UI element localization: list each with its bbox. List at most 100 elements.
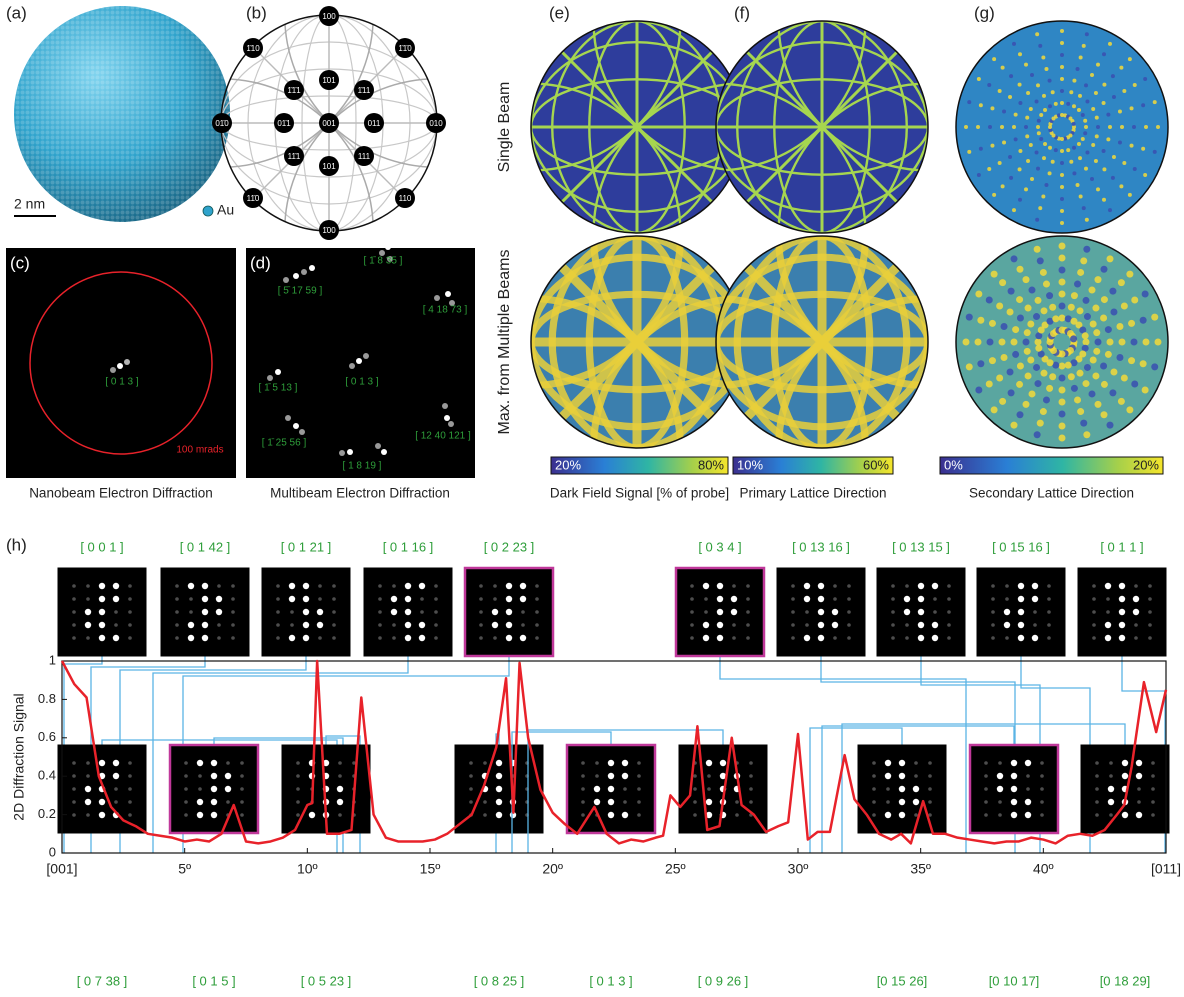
spot <box>1082 380 1090 388</box>
spot <box>1083 118 1088 123</box>
thumbnail-spot <box>1148 610 1152 614</box>
zone-label: [0 10 17] <box>989 973 1040 988</box>
spot <box>967 149 972 154</box>
thumbnail-spot <box>891 610 895 614</box>
spot <box>1096 187 1100 192</box>
spot <box>1080 257 1088 265</box>
spot <box>1117 397 1125 405</box>
spot <box>1058 386 1066 394</box>
thumbnail-spot <box>338 774 342 778</box>
map-outline <box>955 20 1169 234</box>
spot <box>1052 315 1060 323</box>
band <box>770 236 874 448</box>
thumbnail-spot <box>420 610 424 614</box>
thumbnail-spot <box>84 621 92 629</box>
thumbnail-spot <box>112 634 120 642</box>
spot <box>1024 125 1028 129</box>
band <box>736 21 909 233</box>
diffraction-spot <box>375 443 381 449</box>
thumbnail-spot <box>483 800 487 804</box>
thumbnail-spot <box>226 761 230 765</box>
thumbnail-spot <box>1040 761 1044 765</box>
spot <box>996 374 1004 382</box>
spot <box>1046 317 1054 325</box>
thumbnail-spot <box>746 636 750 640</box>
thumbnail-spot <box>1040 787 1044 791</box>
zone-label: [ 1 8 19 ] <box>343 461 382 472</box>
y-tick-label: 0.2 <box>38 806 56 821</box>
spot <box>1012 326 1020 334</box>
thumbnail-spot <box>872 787 876 791</box>
spot <box>1012 125 1016 129</box>
spot <box>1083 245 1091 253</box>
spot <box>1037 326 1045 334</box>
pole-marker <box>364 113 384 133</box>
spot <box>1058 434 1066 442</box>
thumbnail-spot <box>833 636 837 640</box>
thumbnail-spot <box>404 595 412 603</box>
thumbnail-spot <box>98 621 106 629</box>
thumbnail-spot <box>302 621 310 629</box>
thumbnail-spot <box>1010 798 1018 806</box>
spot <box>1023 347 1031 355</box>
band <box>531 253 743 431</box>
spot <box>1058 278 1066 286</box>
thumbnail-spot <box>505 595 513 603</box>
spot <box>1122 89 1127 93</box>
spot <box>1058 302 1066 310</box>
thumbnail-spot <box>390 608 398 616</box>
spot <box>1079 350 1087 358</box>
spot <box>998 338 1006 346</box>
spot <box>1070 384 1078 392</box>
thumbnail-spot <box>803 582 811 590</box>
spot <box>1060 137 1064 141</box>
thumbnail-spot <box>1095 787 1099 791</box>
spot <box>1104 326 1112 334</box>
diffraction-image <box>6 248 236 478</box>
spot <box>1082 338 1090 346</box>
thumbnail-spot <box>1151 774 1155 778</box>
thumbnail-spot <box>72 800 76 804</box>
thumbnail-spot <box>196 798 204 806</box>
spot <box>1128 357 1136 365</box>
thumbnail-spot <box>404 634 412 642</box>
spot <box>1058 422 1066 430</box>
colorbar <box>550 456 729 475</box>
thumbnail-spot <box>519 634 527 642</box>
thumbnail-spot <box>719 772 727 780</box>
band <box>531 290 743 394</box>
spot <box>1118 338 1126 346</box>
spot <box>1052 361 1060 369</box>
thumbnail-spot <box>621 772 629 780</box>
spot <box>1085 99 1090 104</box>
spot <box>1036 125 1040 129</box>
thumbnail-spot <box>175 610 179 614</box>
spot <box>1106 421 1114 429</box>
panel-label: (d) <box>250 253 271 272</box>
spot <box>1048 104 1052 109</box>
spot <box>1132 167 1137 171</box>
spot <box>1077 268 1085 276</box>
thumbnail-spot <box>128 774 132 778</box>
spot <box>1132 125 1136 129</box>
thumbnail-spot <box>491 621 499 629</box>
diffraction-spot <box>379 250 385 256</box>
zone-label: [ 0 13 15 ] <box>892 539 950 554</box>
spot <box>1101 149 1106 153</box>
pole-marker <box>319 220 339 240</box>
thumbnail-spot <box>519 595 527 603</box>
spot <box>1022 276 1030 284</box>
thumbnail-spot <box>535 597 539 601</box>
thumbnail-spot <box>905 584 909 588</box>
thumbnail-spot <box>716 621 724 629</box>
spot <box>1024 372 1032 380</box>
thumbnail-spot <box>623 787 627 791</box>
spot <box>962 338 970 346</box>
spot <box>1096 62 1100 67</box>
thumbnail-spot <box>302 634 310 642</box>
thumbnail-spot <box>716 608 724 616</box>
thumbnail-spot <box>914 813 918 817</box>
thumbnail-spot <box>231 610 235 614</box>
thumbnail-spot <box>1095 761 1099 765</box>
thumbnail-spot <box>1104 621 1112 629</box>
